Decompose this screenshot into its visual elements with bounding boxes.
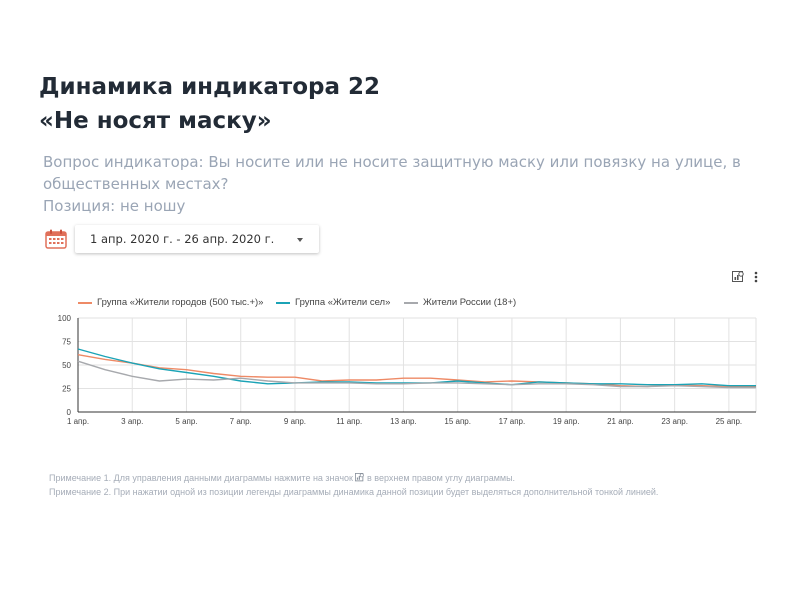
legend-swatch — [276, 301, 290, 304]
chevron-down-icon — [297, 238, 303, 242]
x-tick-label: 19 апр. — [553, 417, 580, 426]
x-tick-label: 17 апр. — [499, 417, 526, 426]
series-line-1 — [77, 354, 756, 388]
question-text: Вопрос индикатора: Вы носите или не носи… — [43, 153, 741, 193]
chart-settings-icon — [355, 472, 365, 482]
note-1-text-end: в верхнем правом углу диаграммы. — [367, 473, 516, 483]
date-range-select[interactable]: 1 апр. 2020 г. - 26 апр. 2020 г. — [75, 225, 319, 253]
x-tick-label: 21 апр. — [607, 417, 634, 426]
y-tick-label: 0 — [67, 408, 72, 417]
legend-label: Группа «Жители сел» — [295, 297, 391, 308]
legend-swatch — [404, 301, 418, 304]
legend-label: Группа «Жители городов (500 тыс.+)» — [97, 297, 264, 308]
position-text: Позиция: не ношу — [43, 197, 186, 215]
x-tick-label: 25 апр. — [716, 417, 743, 426]
legend-item-villages[interactable]: Группа «Жители сел» — [276, 297, 390, 308]
y-tick-label: 50 — [62, 361, 71, 370]
title-line-1: Динамика индикатора 22 — [39, 74, 381, 100]
note-1: Примечание 1. Для управления данными диа… — [49, 471, 658, 485]
indicator-question: Вопрос индикатора: Вы носите или не носи… — [43, 151, 763, 217]
calendar-icon[interactable] — [45, 229, 67, 249]
y-tick-label: 25 — [62, 385, 71, 394]
legend-item-russia[interactable]: Жители России (18+) — [404, 297, 516, 308]
x-tick-label: 1 апр. — [67, 417, 89, 426]
chart-settings-icon[interactable] — [732, 268, 744, 287]
note-1-text-start: Примечание 1. Для управления данными диа… — [49, 473, 353, 483]
series-line-3 — [77, 360, 756, 389]
legend-item-cities[interactable]: Группа «Жители городов (500 тыс.+)» — [78, 297, 263, 308]
x-tick-label: 9 апр. — [284, 417, 306, 426]
more-vertical-icon[interactable] — [754, 268, 758, 287]
note-2: Примечание 2. При нажатии одной из позиц… — [49, 487, 659, 497]
x-tick-label: 5 апр. — [175, 417, 197, 426]
y-tick-label: 100 — [58, 314, 72, 323]
line-chart: 0 25 50 75 100 1 апр. 3 апр. 5 апр. 7 апр. 9 апр.… — [58, 314, 757, 426]
x-tick-label: 3 апр. — [121, 417, 143, 426]
x-tick-label: 13 апр. — [390, 417, 417, 426]
date-range-value: 1 апр. 2020 г. - 26 апр. 2020 г. — [90, 232, 275, 246]
legend-label: Жители России (18+) — [423, 297, 517, 308]
x-tick-label: 15 апр. — [444, 417, 471, 426]
y-tick-label: 75 — [62, 338, 71, 347]
page-title: Динамика индикатора 22 «Не носят маску» — [39, 70, 380, 138]
x-tick-label: 11 апр. — [336, 417, 362, 426]
title-line-2: «Не носят маску» — [39, 108, 272, 134]
x-tick-label: 23 апр. — [661, 417, 688, 426]
chart-notes: Примечание 1. Для управления данными диа… — [49, 471, 658, 499]
x-tick-label: 7 апр. — [230, 417, 252, 426]
legend-swatch — [78, 301, 92, 304]
